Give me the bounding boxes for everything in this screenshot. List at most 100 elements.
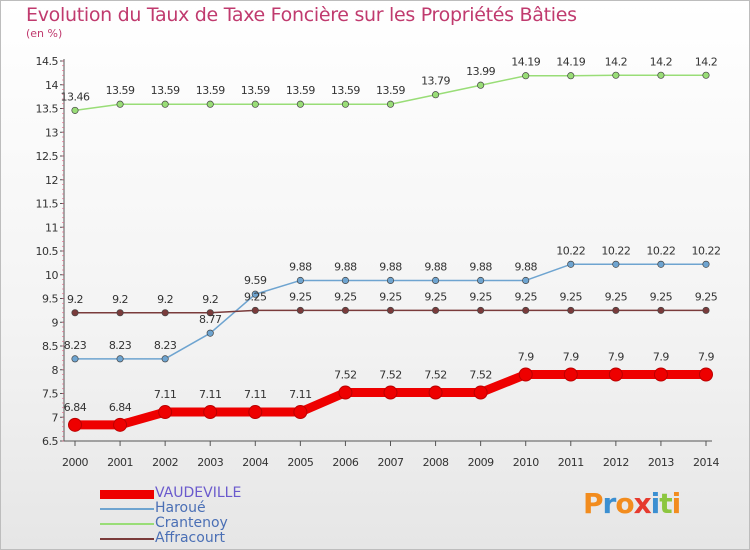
data-label: 9.25	[605, 290, 628, 303]
data-label: 9.88	[469, 260, 492, 273]
y-tick-label: 11.5	[36, 198, 59, 211]
data-point	[113, 417, 128, 432]
data-label: 7.11	[154, 388, 177, 401]
legend-swatch	[100, 538, 154, 540]
data-label: 9.2	[112, 293, 128, 306]
y-axis-unit: (en %)	[26, 27, 63, 40]
x-tick-label: 2012	[603, 456, 629, 469]
x-tick-label: 2005	[287, 456, 313, 469]
y-tick-label: 12.5	[36, 150, 59, 163]
y-tick-label: 6.5	[42, 435, 58, 448]
data-label: 9.88	[289, 260, 312, 273]
data-label: 9.25	[424, 290, 447, 303]
chart-title: Evolution du Taux de Taxe Foncière sur l…	[26, 4, 577, 26]
x-tick-label: 2003	[197, 456, 223, 469]
legend-label: Crantenoy	[155, 515, 228, 531]
y-tick-label: 14	[45, 79, 58, 92]
data-point	[432, 91, 440, 99]
data-label: 8.23	[154, 339, 177, 352]
x-tick-label: 2013	[648, 456, 674, 469]
data-point	[522, 306, 530, 314]
data-label: 7.9	[653, 351, 669, 364]
data-point	[68, 417, 82, 432]
data-point	[702, 71, 710, 79]
data-label: 10.22	[601, 244, 630, 257]
data-point	[702, 306, 710, 314]
data-label: 7.52	[334, 369, 357, 382]
data-label: 7.52	[424, 369, 447, 382]
data-label: 9.59	[244, 274, 267, 287]
x-tick-label: 2004	[242, 456, 268, 469]
data-point	[612, 71, 620, 79]
x-tick-label: 2007	[378, 456, 404, 469]
data-label: 9.25	[244, 290, 267, 303]
legend-label: Haroué	[155, 500, 206, 516]
data-point	[563, 367, 578, 382]
data-point	[161, 100, 169, 108]
legend-label: VAUDEVILLE	[155, 485, 242, 501]
legend-swatch	[100, 489, 154, 499]
data-label: 8.23	[109, 339, 132, 352]
data-point	[567, 306, 575, 314]
x-tick-label: 2011	[558, 456, 584, 469]
data-label: 6.84	[109, 401, 132, 414]
data-label: 14.2	[605, 55, 628, 68]
data-point	[161, 355, 169, 363]
data-label: 9.88	[334, 260, 357, 273]
data-point	[161, 309, 169, 317]
data-point	[657, 260, 665, 268]
y-tick-label: 13.5	[36, 103, 59, 116]
data-label: 7.9	[608, 351, 624, 364]
x-tick-label: 2010	[513, 456, 539, 469]
data-label: 10.22	[556, 244, 585, 257]
data-point	[428, 385, 443, 400]
y-tick-label: 7.5	[42, 388, 58, 401]
logo-letter: x	[633, 487, 652, 520]
data-point	[522, 72, 530, 80]
y-tick-label: 12	[45, 174, 58, 187]
data-label: 7.9	[563, 351, 579, 364]
data-point	[522, 276, 530, 285]
data-point	[699, 367, 713, 382]
data-point	[518, 367, 533, 382]
data-label: 7.52	[379, 369, 402, 382]
data-point	[296, 100, 304, 108]
data-label: 14.19	[511, 56, 540, 69]
y-tick-label: 8.5	[42, 340, 58, 353]
data-label: 9.2	[157, 293, 173, 306]
data-label: 13.59	[196, 84, 225, 97]
logo-letter: o	[615, 487, 634, 520]
data-label: 9.88	[379, 260, 402, 273]
y-tick-label: 14.5	[36, 55, 59, 68]
data-point	[251, 100, 259, 108]
legend-label: Affracourt	[155, 530, 225, 546]
data-point	[386, 100, 395, 108]
y-tick-label: 8	[52, 364, 59, 377]
x-tick-label: 2014	[693, 456, 719, 469]
data-point	[206, 100, 214, 108]
data-point	[251, 306, 259, 314]
data-label: 9.25	[379, 290, 402, 303]
data-point	[158, 405, 173, 420]
y-tick-label: 10	[45, 269, 58, 282]
data-point	[116, 100, 124, 108]
data-point	[567, 72, 575, 80]
data-label: 9.25	[695, 290, 718, 303]
data-point	[432, 276, 440, 285]
data-label: 9.25	[469, 290, 492, 303]
data-label: 8.77	[199, 313, 222, 326]
y-tick-label: 9	[52, 316, 59, 329]
data-label: 13.59	[106, 84, 135, 97]
y-tick-label: 11	[45, 221, 58, 234]
data-point	[612, 306, 620, 314]
data-label: 13.46	[61, 90, 90, 103]
data-label: 14.19	[556, 56, 585, 69]
data-label: 9.25	[514, 290, 537, 303]
data-label: 13.59	[376, 84, 405, 97]
data-label: 9.2	[202, 293, 218, 306]
data-point	[477, 81, 485, 89]
data-label: 7.11	[244, 388, 267, 401]
data-point	[432, 306, 440, 314]
logo-letter: i	[650, 487, 661, 520]
